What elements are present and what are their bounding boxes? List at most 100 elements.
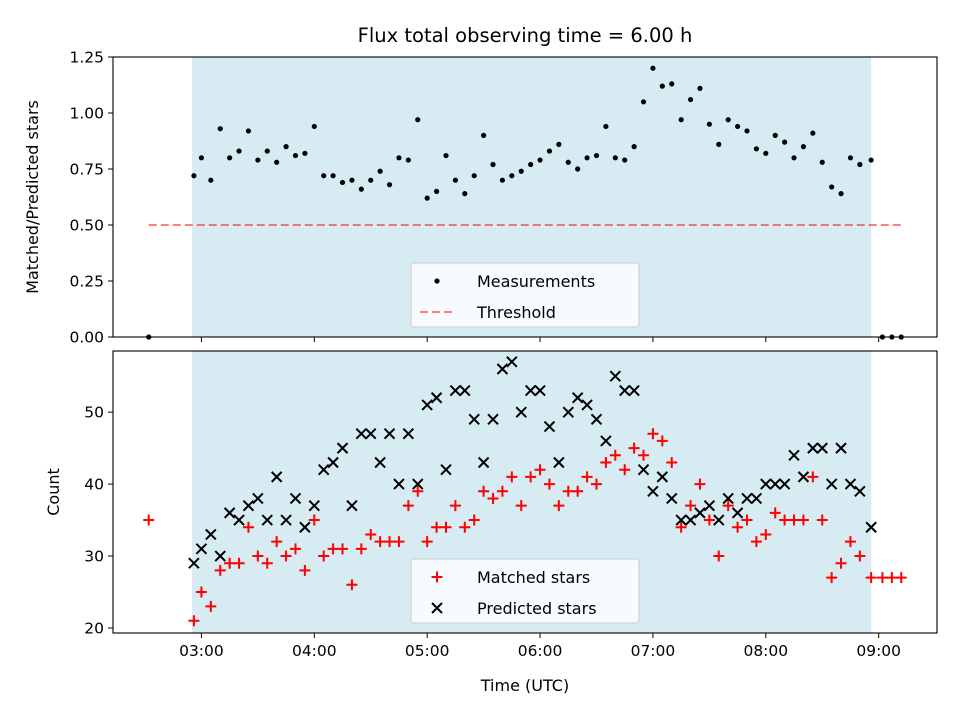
data-point bbox=[590, 413, 603, 426]
legend-box bbox=[410, 262, 640, 328]
data-point bbox=[393, 478, 405, 490]
data-point bbox=[509, 173, 515, 179]
data-point bbox=[496, 363, 509, 375]
legend-marker bbox=[434, 278, 440, 284]
data-point bbox=[490, 161, 496, 168]
data-point bbox=[685, 500, 697, 512]
data-point bbox=[631, 144, 637, 150]
data-point bbox=[289, 543, 301, 555]
x-axis-label: Time (UTC) bbox=[480, 676, 569, 695]
data-point bbox=[753, 146, 759, 152]
data-point bbox=[659, 83, 665, 89]
data-point bbox=[847, 155, 854, 161]
data-point bbox=[797, 471, 810, 483]
legend-marker bbox=[431, 571, 443, 583]
data-point bbox=[788, 449, 800, 462]
x-tick-label: 07:00 bbox=[631, 642, 676, 660]
data-point bbox=[810, 130, 816, 136]
x-tick-label: 03:00 bbox=[179, 642, 224, 660]
data-point bbox=[534, 464, 546, 476]
data-point bbox=[725, 117, 731, 123]
data-point bbox=[600, 435, 612, 447]
data-point bbox=[374, 536, 386, 548]
data-point bbox=[384, 536, 396, 548]
y-tick-label: 1.00 bbox=[69, 105, 104, 123]
data-point bbox=[656, 471, 669, 483]
data-point bbox=[619, 464, 631, 476]
data-point bbox=[525, 471, 537, 483]
data-point bbox=[365, 428, 377, 440]
data-point bbox=[368, 177, 374, 183]
data-point bbox=[462, 191, 468, 197]
data-point bbox=[590, 478, 602, 490]
data-point bbox=[236, 148, 242, 154]
data-point bbox=[713, 550, 725, 562]
data-point bbox=[769, 478, 781, 490]
data-point bbox=[854, 485, 866, 497]
data-point bbox=[227, 155, 233, 161]
data-point bbox=[308, 499, 321, 512]
data-point bbox=[697, 85, 703, 91]
data-point bbox=[562, 485, 574, 497]
data-point bbox=[807, 442, 819, 454]
data-point bbox=[703, 514, 715, 526]
data-point bbox=[459, 384, 471, 397]
data-point bbox=[477, 456, 490, 469]
data-point bbox=[886, 572, 898, 584]
x-tick-label: 06:00 bbox=[518, 642, 563, 660]
legend: Measurements Threshold bbox=[410, 262, 640, 328]
data-point bbox=[669, 81, 675, 87]
data-point bbox=[496, 485, 508, 497]
data-point bbox=[706, 121, 712, 127]
data-point bbox=[433, 188, 440, 194]
data-point bbox=[537, 157, 543, 163]
data-point bbox=[518, 168, 524, 174]
data-point bbox=[825, 478, 838, 490]
data-point bbox=[581, 399, 593, 411]
legend-box bbox=[410, 558, 640, 624]
data-point bbox=[336, 442, 349, 454]
data-point bbox=[346, 499, 358, 512]
data-point bbox=[760, 528, 772, 540]
data-point bbox=[638, 449, 650, 461]
data-point bbox=[628, 384, 640, 397]
data-point bbox=[487, 413, 499, 426]
data-point bbox=[562, 406, 574, 418]
data-point bbox=[195, 543, 208, 555]
data-point bbox=[722, 500, 734, 512]
data-point bbox=[865, 521, 877, 533]
axes-frame bbox=[112, 350, 938, 634]
data-point bbox=[838, 191, 844, 197]
data-point bbox=[816, 514, 828, 526]
data-point bbox=[449, 384, 462, 397]
data-point bbox=[675, 514, 687, 526]
data-point bbox=[396, 155, 402, 161]
data-point bbox=[471, 173, 477, 179]
data-point bbox=[440, 463, 452, 476]
data-point bbox=[609, 449, 621, 461]
data-point bbox=[647, 485, 659, 497]
data-point bbox=[628, 442, 640, 454]
data-point bbox=[506, 471, 518, 483]
data-point bbox=[327, 456, 339, 469]
data-point bbox=[816, 442, 828, 454]
data-point bbox=[678, 117, 684, 123]
data-point bbox=[703, 499, 716, 512]
data-point bbox=[261, 514, 273, 526]
x-tick-label: 04:00 bbox=[292, 642, 337, 660]
data-point bbox=[233, 514, 245, 526]
data-point bbox=[647, 428, 659, 440]
data-point bbox=[415, 117, 421, 123]
data-point bbox=[271, 536, 283, 548]
data-point bbox=[274, 159, 280, 165]
data-point bbox=[694, 478, 706, 490]
data-point bbox=[835, 557, 847, 569]
data-point bbox=[337, 543, 349, 555]
data-point bbox=[386, 182, 393, 188]
data-point bbox=[868, 157, 874, 163]
data-point bbox=[205, 600, 217, 612]
data-point bbox=[365, 528, 377, 540]
data-point bbox=[744, 128, 750, 134]
